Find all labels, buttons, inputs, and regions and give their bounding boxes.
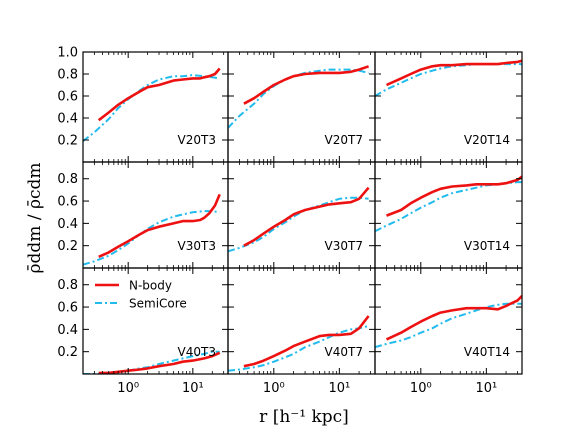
- legend: N-body SemiCore: [95, 279, 187, 311]
- panel-v30t14: V30T14: [374, 161, 523, 269]
- y-tick-label: 0.2: [57, 134, 78, 149]
- x-tick-label: 10¹: [475, 381, 497, 396]
- x-tick-label: 10⁰: [263, 381, 285, 396]
- panel-label: V20T7: [325, 133, 363, 147]
- panel-label: V20T14: [464, 133, 510, 147]
- semicore-line-v20t3: [83, 74, 220, 142]
- legend-label-n-body: N-body: [129, 279, 172, 293]
- panel-v30t3: 0.2 0.4 0.6 0.8 V30T3: [57, 161, 229, 269]
- nbody-line-v20t3: [97, 67, 221, 122]
- y-tick-label: 0.2: [57, 345, 78, 360]
- y-tick-label: 0.4: [57, 217, 78, 232]
- semicore-line-v30t14: [375, 181, 522, 233]
- panel-label: V30T3: [178, 239, 216, 253]
- x-tick-label: 10⁰: [117, 381, 139, 396]
- semicore-line-v20t7: [228, 68, 369, 129]
- panel-v20t14: V20T14: [374, 51, 523, 163]
- legend-label-semicore: SemiCore: [129, 297, 187, 311]
- panel-label: V40T14: [464, 345, 510, 359]
- panel-label: V30T7: [325, 239, 363, 253]
- y-axis-title: ρ̄ddm / ρ̄cdm: [25, 163, 45, 274]
- semicore-line-v40t14: [375, 302, 522, 349]
- panel-label: V40T7: [325, 345, 363, 359]
- semicore-line-v40t3: [83, 350, 220, 374]
- y-tick-label: 0.8: [57, 278, 78, 293]
- x-tick-label: 10¹: [328, 381, 350, 396]
- panel-v40t14: 10⁰ 10¹ V40T14: [374, 267, 523, 396]
- panel-frame: [374, 267, 523, 375]
- panel-label: V20T3: [178, 133, 216, 147]
- semicore-line-v20t14: [375, 63, 522, 97]
- panel-label: V30T14: [464, 239, 510, 253]
- panel-label: V40T3: [178, 345, 216, 359]
- y-tick-label: 0.2: [57, 239, 78, 254]
- panel-v20t3: 0.2 0.4 0.6 0.8 1.0 V20T3: [57, 46, 229, 163]
- nbody-line-v20t14: [385, 59, 522, 87]
- x-tick-label: 10⁰: [410, 381, 432, 396]
- x-axis-title: r [h⁻¹ kpc]: [259, 407, 349, 427]
- panel-v20t7: V20T7: [227, 51, 376, 163]
- y-tick-label: 0.8: [57, 172, 78, 187]
- y-tick-label: 0.6: [57, 90, 78, 105]
- y-tick-label: 1.0: [57, 46, 78, 61]
- nbody-line-v30t14: [386, 175, 522, 217]
- panel-v40t7: 10⁰ 10¹ V40T7: [227, 267, 376, 396]
- panel-v30t7: V30T7: [227, 161, 376, 269]
- nbody-line-v30t7: [243, 186, 370, 247]
- nbody-line-v30t3: [98, 193, 221, 258]
- y-tick-label: 0.4: [57, 323, 78, 338]
- semicore-line-v30t3: [83, 210, 220, 266]
- y-tick-label: 0.6: [57, 195, 78, 210]
- y-tick-label: 0.8: [57, 68, 78, 83]
- nbody-line-v40t14: [385, 294, 522, 341]
- y-tick-label: 0.4: [57, 112, 78, 127]
- y-tick-label: 0.6: [57, 301, 78, 316]
- panel-v40t3: 10⁰ 10¹ 0.2 0.4 0.6 0.8 V40T3: [57, 267, 229, 396]
- nbody-line-v40t7: [243, 315, 370, 368]
- nbody-line-v20t7: [243, 65, 370, 105]
- x-tick-label: 10¹: [182, 381, 204, 396]
- panels-layer: 0.2 0.4 0.6 0.8 1.0 V20T3 V20T7 V20T14 0.2 0.4 0.6…: [57, 46, 523, 396]
